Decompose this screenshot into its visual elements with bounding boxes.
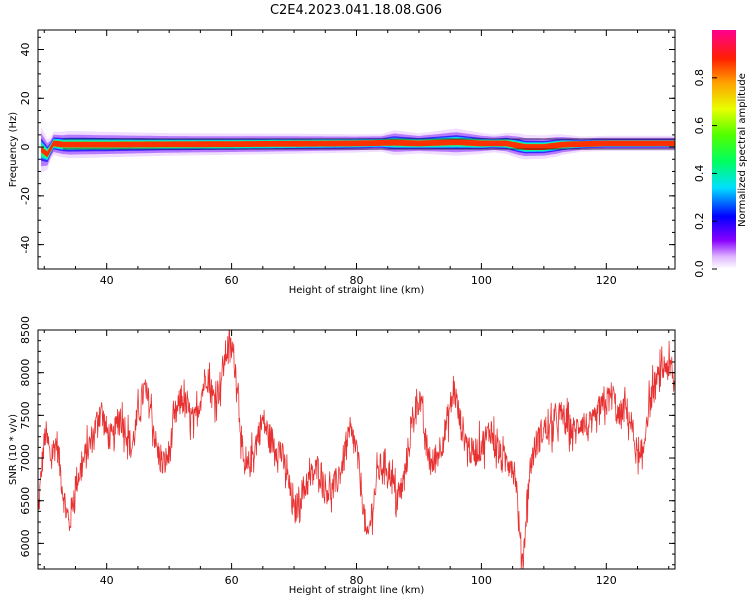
spectrogram-ticks: 40 60 80 100 120 40 20 0 -20 -40 xyxy=(19,30,675,287)
spectrogram-y-axis-label: Frequency (Hz) xyxy=(8,112,19,188)
colorbar-tick-label: 0.4 xyxy=(693,165,706,183)
heatmap-core-band xyxy=(41,139,676,158)
spectrogram-x-tick-label: 60 xyxy=(225,274,239,287)
spectrogram-x-tick-label: 100 xyxy=(471,274,492,287)
snr-ticks: 40 60 80 100 120 8500 8000 7500 7000 6500 6000 xyxy=(19,316,675,587)
chart-title: C2E4.2023.041.18.08.G06 xyxy=(270,3,442,18)
snr-y-tick-label: 8500 xyxy=(19,316,32,344)
snr-x-axis-label: Height of straight line (km) xyxy=(289,585,425,596)
colorbar-tick-label: 0.6 xyxy=(693,117,706,135)
spectrogram-heatmap xyxy=(41,126,676,173)
spectrogram-panel: 40 60 80 100 120 40 20 0 -20 -40 Height of straig… xyxy=(8,29,676,296)
spectrogram-x-axis-label: Height of straight line (km) xyxy=(289,285,425,296)
colorbar-ticks: 0.0 0.2 0.4 0.6 0.8 xyxy=(693,69,717,278)
spectrogram-y-tick-label: -20 xyxy=(19,187,32,205)
spectrogram-x-tick-label: 80 xyxy=(350,274,364,287)
snr-y-axis-label: SNR (10 * v/v) xyxy=(8,414,19,485)
spectrogram-y-tick-label: -40 xyxy=(19,236,32,254)
snr-y-tick-label: 7500 xyxy=(19,401,32,429)
spectrogram-x-tick-label: 120 xyxy=(596,274,617,287)
snr-x-tick-label: 100 xyxy=(471,574,492,587)
colorbar-tick-label: 0.8 xyxy=(693,69,706,87)
snr-y-tick-label: 6500 xyxy=(19,487,32,515)
snr-panel: 40 60 80 100 120 8500 8000 7500 7000 6500 6000 Hei… xyxy=(8,316,676,596)
colorbar-gradient xyxy=(712,30,736,269)
colorbar: 0.0 0.2 0.4 0.6 0.8 Normalized spectral ampl… xyxy=(693,30,748,278)
snr-plot-area xyxy=(38,330,675,569)
snr-y-tick-label: 8000 xyxy=(19,359,32,387)
colorbar-tick-label: 0.2 xyxy=(693,212,706,230)
spectrogram-x-tick-label: 40 xyxy=(100,274,114,287)
colorbar-label: Normalized spectral amplitude xyxy=(737,73,748,227)
snr-x-tick-label: 40 xyxy=(100,574,114,587)
snr-y-tick-label: 7000 xyxy=(19,444,32,472)
spectrogram-y-tick-label: 0 xyxy=(19,144,32,151)
snr-x-tick-label: 120 xyxy=(596,574,617,587)
snr-y-tick-label: 6000 xyxy=(19,529,32,557)
spectrogram-y-tick-label: 20 xyxy=(19,91,32,105)
colorbar-tick-label: 0.0 xyxy=(693,260,706,278)
snr-x-tick-label: 80 xyxy=(350,574,364,587)
snr-x-tick-label: 60 xyxy=(225,574,239,587)
snr-series xyxy=(37,329,676,570)
snr-series-line xyxy=(37,329,676,570)
spectrogram-y-tick-label: 40 xyxy=(19,43,32,57)
